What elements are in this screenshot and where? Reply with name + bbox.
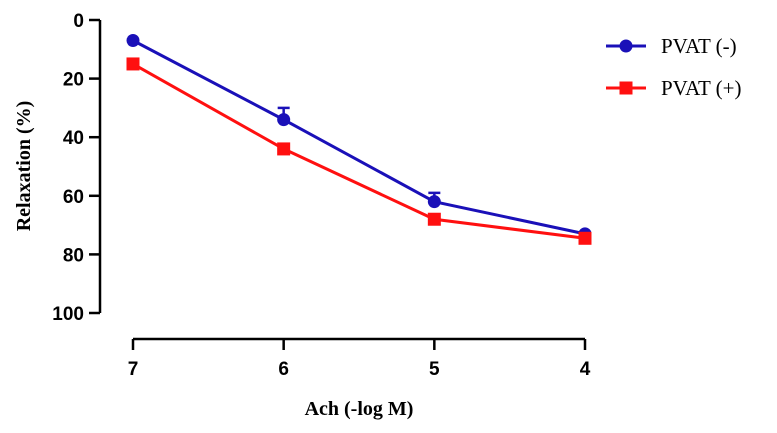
x-tick-label: 7 — [128, 359, 139, 380]
x-ticks: 7 6 5 4 — [128, 339, 591, 380]
legend-label: PVAT (-) — [661, 34, 737, 58]
data-point — [427, 212, 441, 226]
x-tick-label: 5 — [429, 359, 440, 380]
x-tick-label: 4 — [580, 359, 591, 380]
legend-item: PVAT (-) — [606, 34, 737, 58]
y-tick-label: 100 — [52, 304, 84, 325]
y-tick-label: 60 — [63, 187, 84, 208]
data-point — [126, 57, 140, 71]
x-axis-title: Ach (-log M) — [305, 398, 414, 420]
y-tick-label: 20 — [63, 70, 84, 91]
data-point — [277, 142, 291, 156]
y-ticks: 0 20 40 60 80 100 — [52, 11, 100, 325]
legend-label: PVAT (+) — [661, 76, 742, 100]
x-tick-label: 6 — [278, 359, 289, 380]
series-line — [132, 62, 586, 240]
data-point — [126, 34, 140, 48]
data-point — [427, 195, 441, 209]
legend-item: PVAT (+) — [606, 76, 742, 100]
axes — [98, 20, 585, 341]
legend-marker — [619, 39, 633, 53]
legend: PVAT (-) PVAT (+) — [606, 34, 742, 100]
series-line — [132, 39, 586, 236]
series-group — [126, 34, 592, 245]
y-axis-title: Relaxation (%) — [13, 101, 35, 232]
y-tick-label: 80 — [63, 245, 84, 266]
series-0 — [126, 34, 592, 241]
legend-marker — [619, 81, 633, 95]
y-tick-label: 40 — [63, 128, 84, 149]
data-point — [578, 231, 592, 245]
data-point — [277, 113, 291, 127]
y-tick-label: 0 — [73, 11, 84, 32]
series-1 — [126, 57, 592, 245]
